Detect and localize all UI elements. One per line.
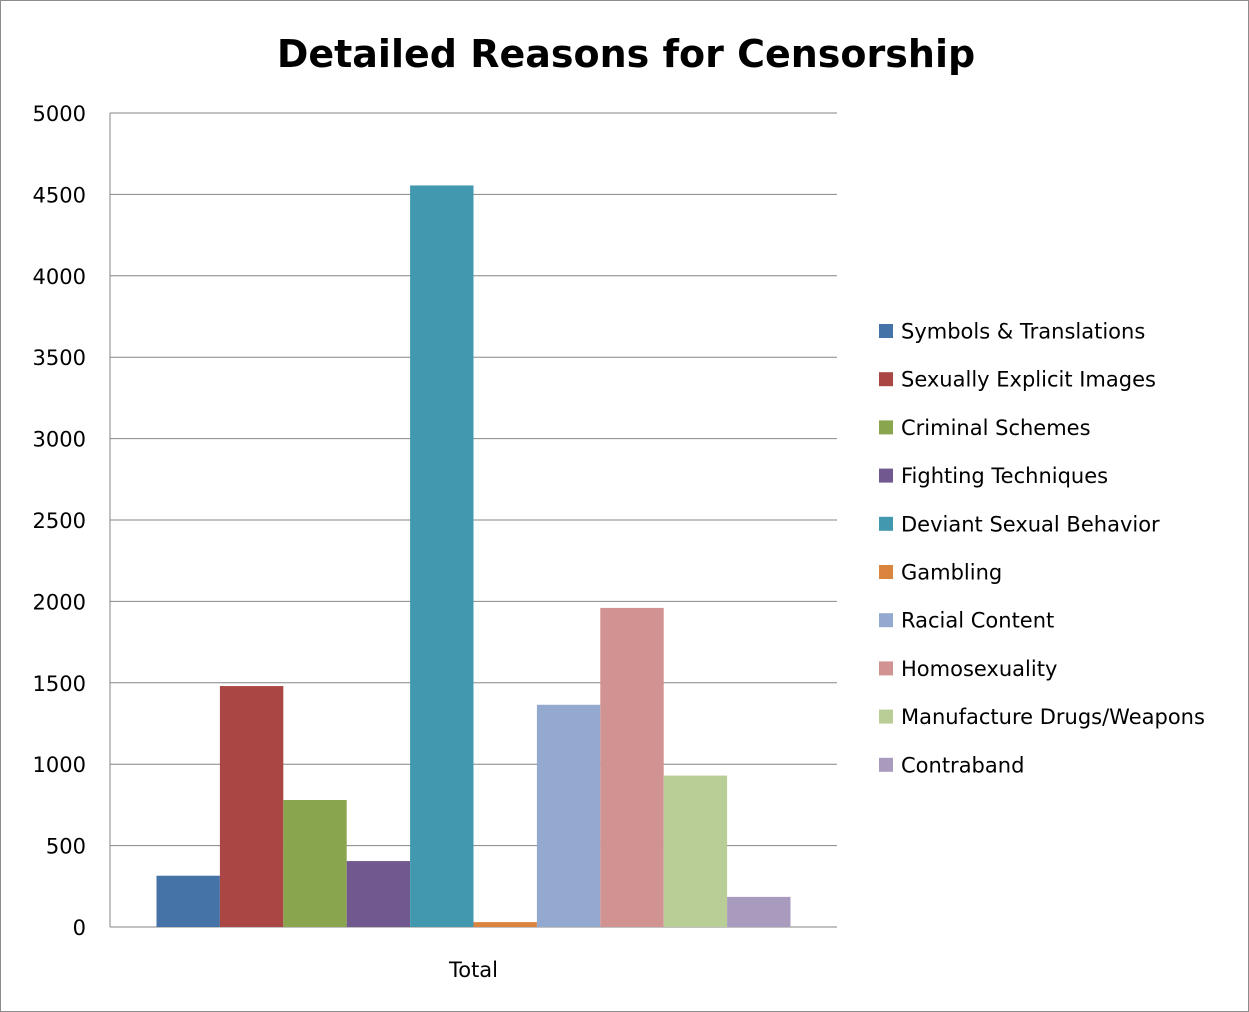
legend-item-deviant-sexual-behavior: Deviant Sexual Behavior <box>879 512 1160 536</box>
legend-label-sexually-explicit-images: Sexually Explicit Images <box>901 368 1156 392</box>
bar-deviant-sexual-behavior <box>410 185 474 928</box>
legend-swatch-deviant-sexual-behavior <box>879 516 893 531</box>
bar-sexually-explicit-images <box>219 686 284 927</box>
legend-swatch-symbols-translations <box>879 324 893 338</box>
legend-swatch-contraband <box>879 757 893 772</box>
bar-homosexuality <box>600 607 664 927</box>
bar-criminal-schemes <box>283 800 347 927</box>
y-tick-label-5000: 5000 <box>33 102 86 126</box>
legend-swatch-fighting-techniques <box>879 468 893 483</box>
y-tick-label-1500: 1500 <box>33 672 86 696</box>
legend-label-gambling: Gambling <box>901 561 1002 585</box>
legend-label-symbols-translations: Symbols & Translations <box>901 320 1145 344</box>
axis-labels: 0 500 1000 1500 2000 2500 3000 3500 4000 4500 5000… <box>33 102 498 982</box>
bar-contraband <box>727 896 791 927</box>
y-tick-label-1000: 1000 <box>33 753 86 777</box>
legend-label-fighting-techniques: Fighting Techniques <box>901 464 1108 488</box>
bar-fighting-techniques <box>346 861 411 927</box>
legend-swatch-sexually-explicit-images <box>879 372 893 387</box>
bar-manufacture-drugs-weapons <box>663 775 728 927</box>
legend-item-racial-content: Racial Content <box>879 609 1054 633</box>
y-tick-label-3500: 3500 <box>33 346 86 370</box>
bar-symbols-translations <box>156 875 220 927</box>
legend-swatch-gambling <box>879 565 893 579</box>
legend-swatch-racial-content <box>879 613 893 628</box>
y-tick-label-2000: 2000 <box>33 590 86 614</box>
legend-label-racial-content: Racial Content <box>901 609 1054 633</box>
legend-item-fighting-techniques: Fighting Techniques <box>879 464 1108 488</box>
y-tick-label-500: 500 <box>46 835 86 859</box>
chart-title: Detailed Reasons for Censorship <box>277 32 975 76</box>
legend-item-manufacture-drugs-weapons: Manufacture Drugs/Weapons <box>879 705 1205 729</box>
legend-swatch-criminal-schemes <box>879 420 893 435</box>
y-tick-label-4500: 4500 <box>33 183 86 207</box>
legend-item-criminal-schemes: Criminal Schemes <box>879 416 1091 440</box>
legend-label-contraband: Contraband <box>901 753 1024 777</box>
y-tick-label-4000: 4000 <box>33 265 86 289</box>
legend-swatch-homosexuality <box>879 661 893 676</box>
legend-label-deviant-sexual-behavior: Deviant Sexual Behavior <box>901 512 1160 536</box>
legend-label-criminal-schemes: Criminal Schemes <box>901 416 1091 440</box>
legend-label-homosexuality: Homosexuality <box>901 657 1057 681</box>
y-tick-label-2500: 2500 <box>33 509 86 533</box>
legend-item-symbols-translations: Symbols & Translations <box>879 320 1145 344</box>
legend-swatch-manufacture-drugs-weapons <box>879 709 893 724</box>
legend-item-sexually-explicit-images: Sexually Explicit Images <box>879 368 1156 392</box>
legend: Symbols & Translations Sexually Explicit … <box>879 320 1205 777</box>
y-tick-label-3000: 3000 <box>33 428 86 452</box>
legend-item-contraband: Contraband <box>879 753 1024 777</box>
bars <box>156 185 791 928</box>
legend-item-gambling: Gambling <box>879 561 1002 585</box>
bar-gambling <box>473 922 537 927</box>
legend-label-manufacture-drugs-weapons: Manufacture Drugs/Weapons <box>901 705 1205 729</box>
x-tick-label-total: Total <box>448 958 498 982</box>
y-tick-label-0: 0 <box>73 916 86 940</box>
bar-racial-content <box>536 704 601 927</box>
legend-item-homosexuality: Homosexuality <box>879 657 1057 681</box>
